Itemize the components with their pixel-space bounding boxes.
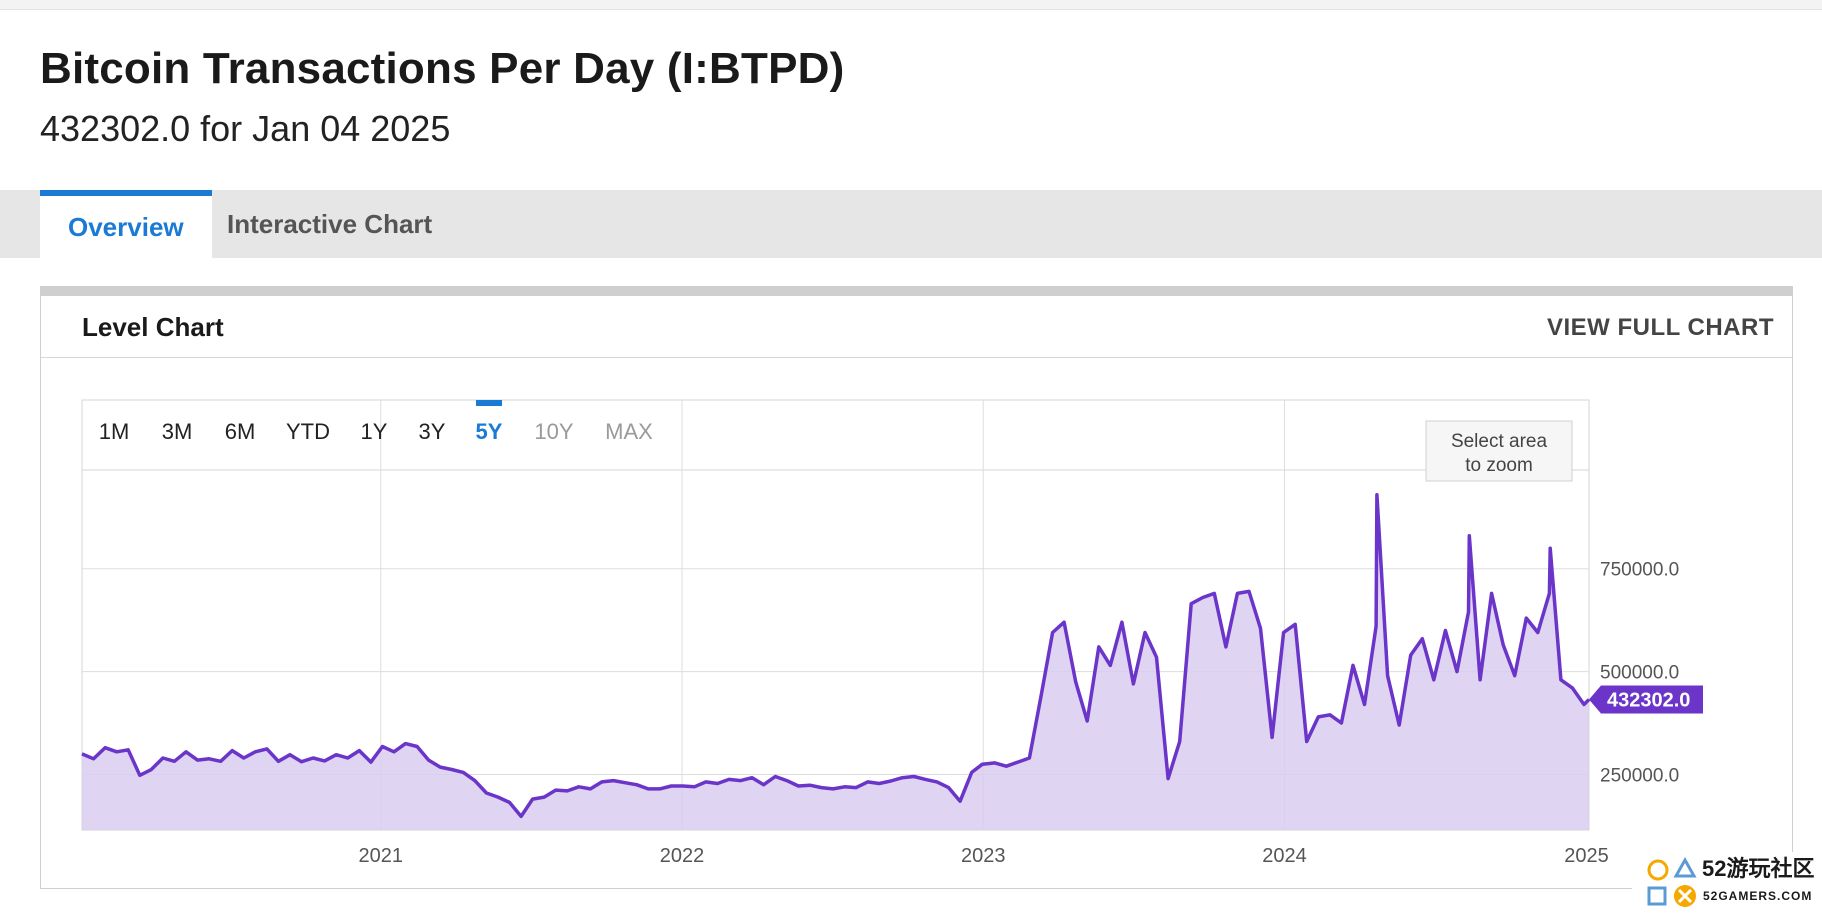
range-button-6m[interactable]: 6M — [225, 419, 256, 444]
range-button-10y: 10Y — [534, 419, 573, 444]
square-icon — [1647, 886, 1667, 906]
zoom-hint-line1: Select area — [1451, 431, 1548, 452]
range-button-3y[interactable]: 3Y — [419, 419, 446, 444]
x-tick-label: 2024 — [1262, 845, 1307, 867]
last-value-flag — [1589, 685, 1703, 714]
range-button-3m[interactable]: 3M — [162, 419, 193, 444]
triangle-icon — [1673, 856, 1697, 878]
range-button-max: MAX — [605, 419, 653, 444]
range-button-1y[interactable]: 1Y — [361, 419, 388, 444]
page-title: Bitcoin Transactions Per Day (I:BTPD) — [40, 44, 845, 93]
tab-bar: Overview Interactive Chart — [0, 190, 1822, 258]
watermark: 52游玩社区 52GAMERS.COM — [1632, 852, 1822, 914]
range-button-5y[interactable]: 5Y — [476, 419, 503, 444]
range-button-1m[interactable]: 1M — [99, 419, 130, 444]
y-tick-label: 750000.0 — [1600, 560, 1679, 581]
circle-icon — [1647, 859, 1669, 881]
latest-value-subtitle: 432302.0 for Jan 04 2025 — [40, 108, 451, 149]
tab-interactive-chart[interactable]: Interactive Chart — [227, 209, 433, 239]
last-value-label: 432302.0 — [1607, 689, 1690, 711]
tab-overview[interactable]: Overview — [40, 190, 212, 258]
y-tick-label: 250000.0 — [1600, 765, 1679, 786]
zoom-hint-box — [1425, 420, 1573, 482]
series-area — [82, 494, 1589, 830]
x-tick-label: 2022 — [660, 845, 705, 867]
x-tick-label: 2021 — [359, 845, 404, 867]
watermark-subtext: 52GAMERS.COM — [1703, 889, 1812, 903]
card-title: Level Chart — [82, 312, 224, 342]
cross-mark — [1677, 888, 1693, 904]
card-header: Level Chart VIEW FULL CHART — [41, 296, 1792, 358]
watermark-text: 52游玩社区 — [1702, 856, 1814, 881]
range-active-indicator — [476, 400, 502, 406]
series-line — [81, 492, 1591, 819]
watermark-logo: 52游玩社区 52GAMERS.COM — [1647, 856, 1814, 907]
zoom-hint-line2: to zoom — [1465, 455, 1533, 476]
y-tick-label: 500000.0 — [1600, 663, 1679, 684]
x-tick-label: 2023 — [961, 845, 1006, 867]
view-full-chart-link[interactable]: VIEW FULL CHART — [1546, 314, 1774, 341]
top-border — [0, 0, 1822, 10]
range-button-ytd[interactable]: YTD — [286, 419, 330, 444]
x-tick-label: 2025 — [1564, 845, 1609, 867]
